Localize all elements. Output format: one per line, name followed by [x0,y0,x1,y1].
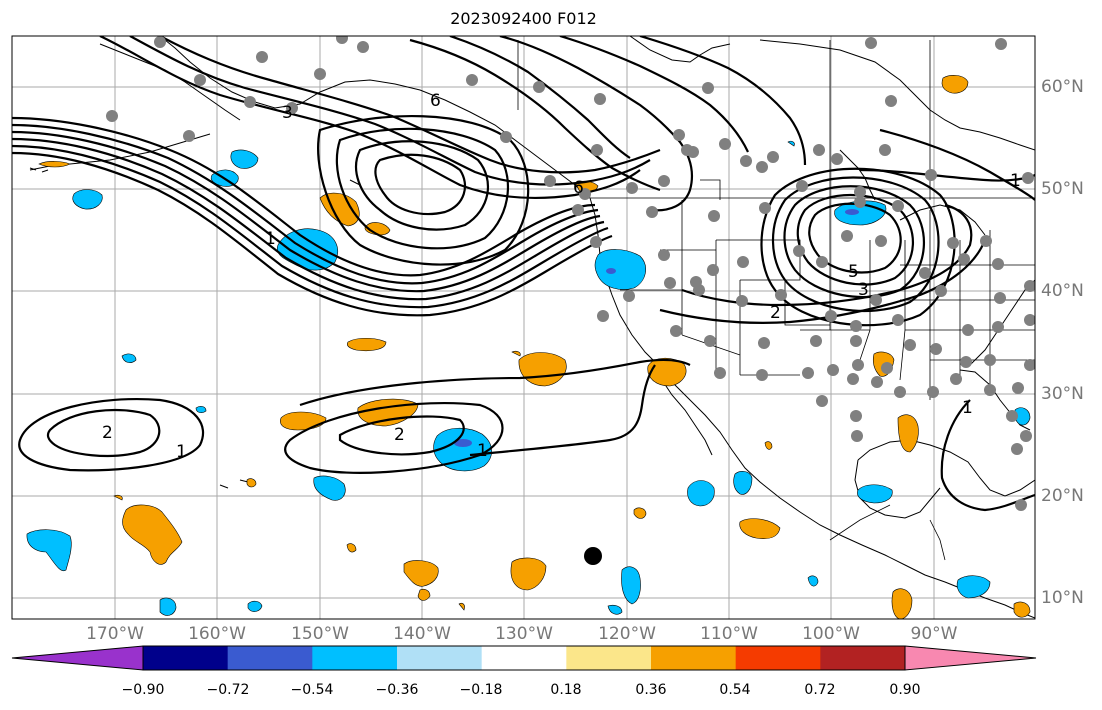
colorbar-tick-label: −0.72 [206,682,250,698]
colorbar-tick-label: −0.18 [459,682,503,698]
contour-label: 1 [477,441,488,461]
lat-label: 50°N [1041,179,1084,199]
lon-label: 160°W [188,624,246,644]
strong-negative-spots [454,209,859,447]
colorbar [11,645,1037,671]
colorbar-tick-label: −0.90 [121,682,165,698]
lon-label: 140°W [393,624,451,644]
lon-label: 100°W [802,624,860,644]
contour-label: 1 [265,229,276,249]
contour-label: 5 [848,262,859,282]
colorbar-segment [651,646,737,670]
contour-label: 1 [962,398,973,418]
weather-map: 1 2 3 5 6 2 1 2 1 1 1 6 3 [11,35,1036,620]
colorbar-tick-label: −0.36 [375,682,419,698]
colorbar-segment [397,646,483,670]
contour-label: 6 [573,178,584,198]
contour-label: 3 [282,103,293,123]
lat-label: 60°N [1041,77,1084,97]
lon-label: 90°W [910,624,958,644]
contour-labels: 1 2 3 5 6 2 1 2 1 1 1 6 3 [102,91,1021,462]
lon-label: 130°W [495,624,553,644]
contour-label: 1 [1010,171,1021,191]
colorbar-segment [820,646,906,670]
lat-label: 40°N [1041,281,1084,301]
lat-label: 30°N [1041,384,1084,404]
colorbar-tick-label: 0.72 [804,682,836,698]
lon-label: 150°W [291,624,349,644]
colorbar-tick-label: 0.18 [550,682,582,698]
contour-label: 2 [394,425,405,445]
lon-label: 110°W [700,624,758,644]
contour-label: 2 [770,303,781,323]
colorbar-tick-label: −0.54 [290,682,334,698]
negative-anomaly-shading [26,140,1031,616]
colorbar-tick-label: 0.90 [889,682,921,698]
lat-label: 20°N [1041,486,1084,506]
colorbar-segment [735,646,821,670]
contour-label: 1 [176,442,187,462]
contour-label: 3 [858,280,869,300]
colorbar-segment [481,646,567,670]
colorbar-extend-high [905,646,1036,670]
map-title: 2023092400 F012 [450,9,597,28]
contour-label: 6 [430,91,441,111]
colorbar-segment [566,646,652,670]
lon-label: 170°W [86,624,144,644]
colorbar-tick-label: 0.54 [719,682,751,698]
colorbar-extend-low [12,646,143,670]
colorbar-segment [227,646,313,670]
contour-lines [12,36,1035,512]
colorbar-segment [312,646,398,670]
lat-label: 10°N [1041,588,1084,608]
contour-label: 2 [102,423,113,443]
lon-label: 120°W [598,624,656,644]
station-markers [106,36,1035,511]
colorbar-tick-label: 0.36 [635,682,667,698]
storm-center-marker [584,547,602,565]
colorbar-segment [143,646,229,670]
